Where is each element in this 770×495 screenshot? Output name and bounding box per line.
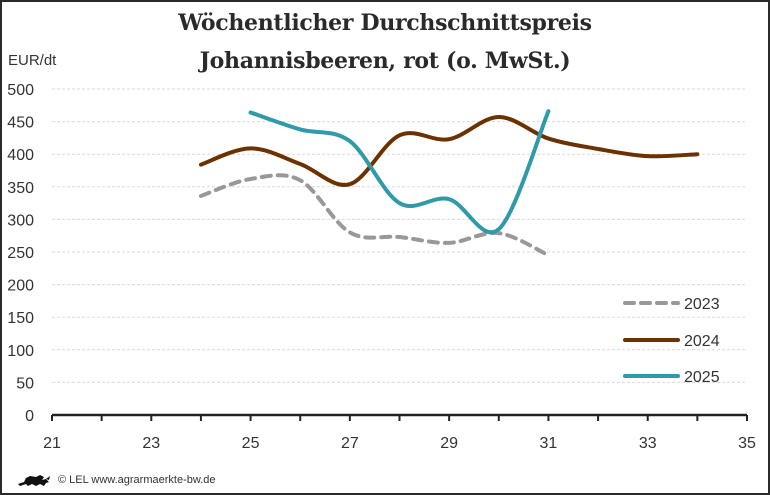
- y-tick-label: 100: [7, 343, 34, 360]
- y-tick-label: 500: [7, 82, 34, 99]
- lion-icon: [16, 472, 52, 488]
- x-tick-label: 31: [540, 435, 558, 452]
- y-tick-label: 200: [7, 278, 34, 295]
- y-tick-label: 350: [7, 180, 34, 197]
- x-axis: 21 23 25 27 29 31 33 35: [43, 413, 756, 452]
- y-tick-label: 400: [7, 147, 34, 164]
- x-tick-label: 23: [142, 435, 160, 452]
- copyright-text: © LEL www.agrarmaerkte-bw.de: [58, 474, 216, 486]
- x-tick-label: 29: [440, 435, 458, 452]
- gridlines: [52, 88, 747, 383]
- x-tick-label: 25: [242, 435, 260, 452]
- series-line-2024: [198, 115, 700, 187]
- chart-title: Wöchentlicher Durchschnittspreis: [178, 10, 592, 36]
- legend: 2023 2024 2025: [623, 296, 720, 386]
- x-tick-label: 27: [341, 435, 359, 452]
- legend-label-2024: 2024: [684, 333, 720, 350]
- footer: © LEL www.agrarmaerkte-bw.de: [16, 472, 216, 488]
- chart-subtitle: Johannisbeeren, rot (o. MwSt.): [199, 48, 571, 74]
- y-tick-label: 150: [7, 310, 34, 327]
- y-axis-ticks: 0 50 100 150 200 250 300 350 400 450 500: [7, 82, 34, 425]
- legend-label-2025: 2025: [684, 369, 720, 386]
- y-tick-label: 250: [7, 245, 34, 262]
- x-tick-label: 35: [738, 435, 756, 452]
- y-tick-label: 450: [7, 115, 34, 132]
- y-axis-unit-label: EUR/dt: [8, 52, 57, 69]
- series-line-2025: [248, 109, 551, 235]
- x-tick-label: 33: [639, 435, 657, 452]
- x-tick-label: 21: [43, 435, 61, 452]
- y-tick-label: 50: [16, 375, 34, 392]
- y-tick-label: 0: [25, 408, 34, 425]
- legend-label-2023: 2023: [684, 296, 720, 313]
- series-lines: [198, 109, 700, 258]
- y-tick-label: 300: [7, 212, 34, 229]
